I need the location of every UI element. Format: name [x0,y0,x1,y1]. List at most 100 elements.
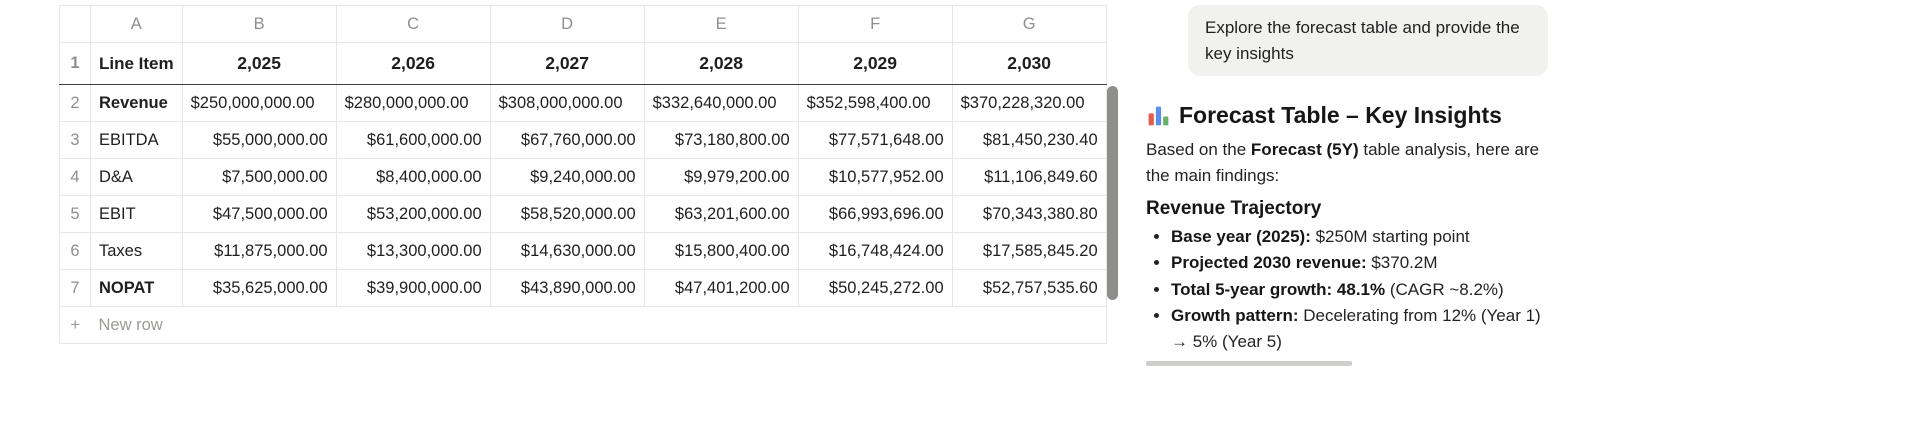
value-cell[interactable]: $81,450,230.40 [951,121,1107,159]
table-row: 4 D&A $7,500,000.00 $8,400,000.00 $9,240,000… [59,158,1107,196]
value-cell[interactable]: $280,000,000.00 [335,84,491,122]
column-header-c[interactable]: C [335,5,491,43]
value-cell[interactable]: $39,900,000.00 [335,269,491,307]
value-cell[interactable]: $9,240,000.00 [489,158,645,196]
value-cell[interactable]: 2,028 [643,42,799,85]
table-row: 2 Revenue $250,000,000.00 $280,000,000.00 $3… [59,84,1107,122]
row-number[interactable]: 3 [59,121,91,159]
row-number[interactable]: 6 [59,232,91,270]
value-cell[interactable]: 2,027 [489,42,645,85]
line-item-cell[interactable]: EBIT [90,195,183,233]
value-cell[interactable]: $332,640,000.00 [643,84,799,122]
line-item-cell[interactable]: Line Item [90,42,183,85]
value-cell[interactable]: 2,026 [335,42,491,85]
bullet-bold: Growth pattern: [1171,306,1299,326]
bullet-bold: Base year (2025): [1171,226,1311,246]
bullet-base-year: Base year (2025): $250M starting point [1171,224,1548,250]
vertical-scrollbar-thumb[interactable] [1107,86,1118,300]
sheet-body: 1 Line Item 2,025 2,026 2,027 2,028 2,029 2,030… [59,42,1107,307]
value-cell[interactable]: $35,625,000.00 [181,269,337,307]
value-cell[interactable]: $250,000,000.00 [181,84,337,122]
value-cell[interactable]: $58,520,000.00 [489,195,645,233]
line-item-cell[interactable]: D&A [90,158,183,196]
column-letter-header: A B C D E F G [59,5,1107,43]
row-number[interactable]: 1 [59,42,91,85]
value-cell[interactable]: $13,300,000.00 [335,232,491,270]
response-intro: Based on the Forecast (5Y) table analysi… [1146,137,1548,190]
table-row: 5 EBIT $47,500,000.00 $53,200,000.00 $58,520… [59,195,1107,233]
value-cell[interactable]: 2,025 [181,42,337,85]
line-item-cell[interactable]: EBITDA [90,121,183,159]
column-header-e[interactable]: E [643,5,799,43]
bar-chart-icon [1146,103,1171,128]
spreadsheet-grid: A B C D E F G 1 Line Item 2,025 2,026 2,027 2… [59,5,1107,344]
value-cell[interactable]: $47,500,000.00 [181,195,337,233]
value-cell[interactable]: $53,200,000.00 [335,195,491,233]
value-cell[interactable]: 2,029 [797,42,953,85]
line-item-cell[interactable]: Revenue [90,84,183,122]
line-item-cell[interactable]: NOPAT [90,269,183,307]
value-cell[interactable]: $70,343,380.80 [951,195,1107,233]
column-header-g[interactable]: G [951,5,1107,43]
user-message-bubble: Explore the forecast table and provide t… [1188,5,1548,76]
clipped-text-sliver [1146,361,1352,367]
response-title: Forecast Table – Key Insights [1146,102,1548,129]
row-number[interactable]: 7 [59,269,91,307]
new-row-placeholder[interactable]: New row [90,306,1107,344]
column-header-b[interactable]: B [181,5,337,43]
column-header-d[interactable]: D [489,5,645,43]
table-row: 6 Taxes $11,875,000.00 $13,300,000.00 $14,63… [59,232,1107,270]
bullet-rest: $370.2M [1366,253,1438,273]
row-number[interactable]: 5 [59,195,91,233]
new-row[interactable]: + New row [59,306,1107,344]
value-cell[interactable]: $370,228,320.00 [951,84,1107,122]
value-cell[interactable]: $8,400,000.00 [335,158,491,196]
bullet-total-growth: Total 5-year growth: 48.1% (CAGR ~8.2%) [1171,277,1548,303]
column-header-f[interactable]: F [797,5,953,43]
corner-cell[interactable] [59,5,91,43]
sheet-footer: + New row [59,306,1107,344]
row-number[interactable]: 2 [59,84,91,122]
value-cell[interactable]: $308,000,000.00 [489,84,645,122]
value-cell[interactable]: 2,030 [951,42,1107,85]
value-cell[interactable]: $55,000,000.00 [181,121,337,159]
value-cell[interactable]: $7,500,000.00 [181,158,337,196]
value-cell[interactable]: $67,760,000.00 [489,121,645,159]
column-letter-row: A B C D E F G [59,5,1107,43]
bullet-rest: $250M starting point [1310,226,1470,246]
section-heading-revenue-trajectory: Revenue Trajectory [1146,197,1322,219]
value-cell[interactable]: $63,201,600.00 [643,195,799,233]
value-cell[interactable]: $47,401,200.00 [643,269,799,307]
response-title-text: Forecast Table – Key Insights [1179,102,1502,128]
value-cell[interactable]: $43,890,000.00 [489,269,645,307]
value-cell[interactable]: $17,585,845.20 [951,232,1107,270]
value-cell[interactable]: $61,600,000.00 [335,121,491,159]
bullet-projected-revenue: Projected 2030 revenue: $370.2M [1171,250,1548,276]
bullet-rest: (CAGR ~8.2%) [1385,279,1504,299]
value-cell[interactable]: $77,571,648.00 [797,121,953,159]
bullet-growth-pattern: Growth pattern: Decelerating from 12% (Y… [1171,303,1548,354]
column-header-a[interactable]: A [90,5,183,43]
value-cell[interactable]: $52,757,535.60 [951,269,1107,307]
forecast-table: A B C D E F G 1 Line Item 2,025 2,026 2,027 2… [59,5,1107,344]
add-row-button[interactable]: + [59,306,91,344]
value-cell[interactable]: $73,180,800.00 [643,121,799,159]
value-cell[interactable]: $15,800,400.00 [643,232,799,270]
value-cell[interactable]: $14,630,000.00 [489,232,645,270]
value-cell[interactable]: $50,245,272.00 [797,269,953,307]
bullet-bold: Projected 2030 revenue: [1171,253,1367,273]
value-cell[interactable]: $16,748,424.00 [797,232,953,270]
value-cell[interactable]: $9,979,200.00 [643,158,799,196]
intro-post: table analysis, here are the main findin… [1146,140,1540,186]
intro-bold: Forecast (5Y) [1250,140,1359,159]
table-row: 3 EBITDA $55,000,000.00 $61,600,000.00 $67,7… [59,121,1107,159]
user-message-text: Explore the forecast table and provide t… [1205,18,1520,63]
year-header-row: 1 Line Item 2,025 2,026 2,027 2,028 2,029 2,030 [59,42,1107,85]
line-item-cell[interactable]: Taxes [90,232,183,270]
value-cell[interactable]: $352,598,400.00 [797,84,953,122]
value-cell[interactable]: $10,577,952.00 [797,158,953,196]
row-number[interactable]: 4 [59,158,91,196]
value-cell[interactable]: $11,106,849.60 [951,158,1107,196]
value-cell[interactable]: $66,993,696.00 [797,195,953,233]
value-cell[interactable]: $11,875,000.00 [181,232,337,270]
